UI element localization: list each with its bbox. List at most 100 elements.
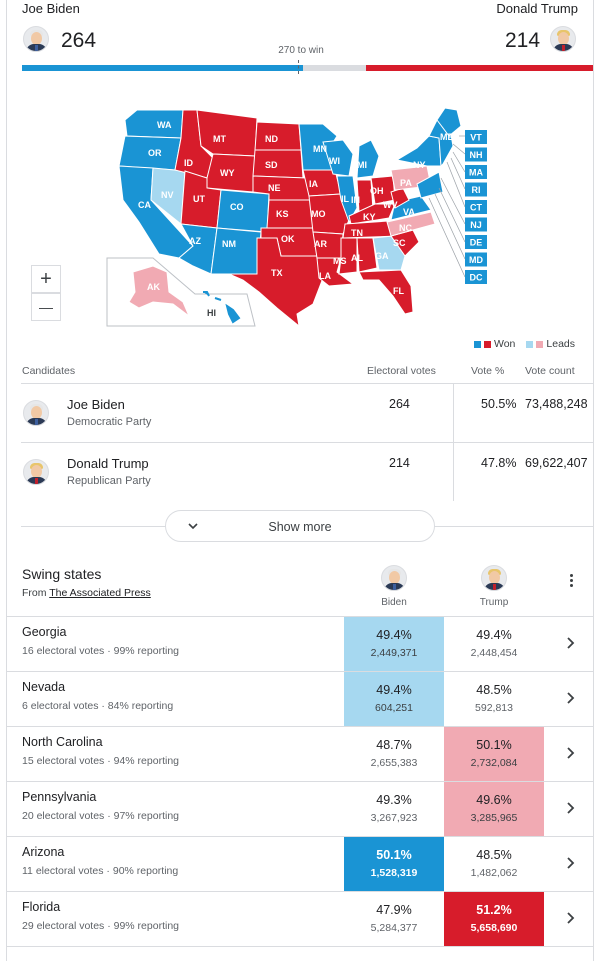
won-red-swatch bbox=[483, 340, 491, 348]
chevron-right-icon[interactable] bbox=[563, 800, 577, 816]
callout-label: MA bbox=[469, 168, 483, 178]
candidate-vote-count: 73,488,248 bbox=[525, 397, 588, 411]
trump-row-avatar bbox=[23, 459, 49, 485]
svg-text:MN: MN bbox=[313, 144, 327, 154]
chevron-right-icon[interactable] bbox=[563, 745, 577, 761]
svg-text:ND: ND bbox=[265, 134, 278, 144]
trump-cell: 49.4% 2,448,454 bbox=[444, 617, 544, 671]
show-more-label: Show more bbox=[268, 520, 332, 534]
callout-label: CT bbox=[470, 203, 482, 213]
swing-state-row[interactable]: Arizona 11 electoral votes · 90% reportin… bbox=[7, 836, 593, 891]
trump-electoral-total: 214 bbox=[505, 29, 541, 52]
state-details: 16 electoral votes · 99% reporting bbox=[22, 645, 180, 657]
source-link[interactable]: The Associated Press bbox=[49, 587, 151, 599]
callout-label: VT bbox=[470, 133, 482, 143]
legend-won: Won bbox=[493, 338, 516, 350]
callout-nj[interactable] bbox=[465, 217, 487, 232]
vote-percent: 50.1% bbox=[476, 738, 512, 752]
state-wi bbox=[322, 139, 354, 177]
svg-text:MS: MS bbox=[333, 256, 347, 266]
biden-row-avatar bbox=[23, 400, 49, 426]
svg-text:VA: VA bbox=[403, 207, 415, 217]
callout-label: DC bbox=[470, 273, 483, 283]
swing-state-row[interactable]: North Carolina 15 electoral votes · 94% r… bbox=[7, 726, 593, 781]
vote-count: 2,448,454 bbox=[470, 647, 518, 659]
chevron-right-icon[interactable] bbox=[563, 635, 577, 651]
divider bbox=[21, 442, 593, 443]
state-ky bbox=[348, 203, 396, 225]
callout-dc[interactable] bbox=[465, 270, 487, 284]
state-ks bbox=[266, 199, 314, 229]
vote-count: 3,285,965 bbox=[470, 812, 518, 824]
svg-text:TX: TX bbox=[271, 268, 283, 278]
swing-state-row[interactable]: Georgia 16 electoral votes · 99% reportin… bbox=[7, 616, 593, 671]
callout-ma[interactable] bbox=[465, 165, 487, 179]
more-options-icon[interactable] bbox=[570, 574, 576, 589]
vote-percent: 49.4% bbox=[376, 628, 412, 642]
svg-text:ME: ME bbox=[440, 132, 454, 142]
callout-md[interactable] bbox=[465, 252, 487, 267]
state-nd bbox=[254, 121, 302, 151]
col-candidates: Candidates bbox=[22, 365, 76, 377]
swing-state-row[interactable]: Pennsylvania 20 electoral votes · 97% rep… bbox=[7, 781, 593, 836]
callout-de[interactable] bbox=[465, 235, 487, 249]
zoom-in-button[interactable]: + bbox=[31, 265, 61, 293]
state-wa bbox=[124, 109, 184, 139]
callout-label: RI bbox=[472, 185, 481, 195]
svg-text:WA: WA bbox=[157, 120, 172, 130]
state-nc bbox=[386, 211, 436, 237]
vote-percent: 48.7% bbox=[376, 738, 412, 752]
vote-count: 1,482,062 bbox=[470, 867, 518, 879]
state-details: 6 electoral votes · 84% reporting bbox=[22, 700, 174, 712]
biden-cell: 49.4% 604,251 bbox=[344, 672, 444, 726]
vote-percent: 48.5% bbox=[476, 848, 512, 862]
vote-percent: 48.5% bbox=[476, 683, 512, 697]
chevron-right-icon[interactable] bbox=[563, 910, 577, 926]
election-results-card: Joe Biden Donald Trump 264 214 270 to wi… bbox=[6, 0, 594, 961]
swing-state-row[interactable]: Florida 29 electoral votes · 99% reportin… bbox=[7, 891, 593, 946]
svg-text:OR: OR bbox=[148, 148, 162, 158]
electoral-map[interactable]: WA OR CA NV ID MT WY UT AZ CO NM ND SD NE KS OK TX M… bbox=[7, 96, 593, 336]
svg-text:PA: PA bbox=[400, 178, 412, 188]
state-name: Florida bbox=[22, 900, 61, 914]
svg-text:FL: FL bbox=[393, 286, 404, 296]
callout-ct[interactable] bbox=[465, 200, 487, 214]
callout-ri[interactable] bbox=[465, 182, 487, 197]
svg-text:WI: WI bbox=[329, 156, 340, 166]
zoom-out-button[interactable]: — bbox=[31, 293, 61, 321]
undecided-bar bbox=[303, 65, 366, 71]
vote-count: 3,267,923 bbox=[370, 812, 418, 824]
state-ak bbox=[128, 265, 191, 318]
col-vote-count: Vote count bbox=[525, 365, 575, 377]
callout-label: NJ bbox=[470, 220, 482, 230]
state-name: Arizona bbox=[22, 845, 65, 859]
svg-text:NC: NC bbox=[399, 223, 412, 233]
vote-count: 604,251 bbox=[375, 702, 413, 714]
callout-nh[interactable] bbox=[465, 147, 487, 162]
svg-text:KS: KS bbox=[276, 209, 289, 219]
callout-vt[interactable] bbox=[465, 130, 487, 144]
state-tx bbox=[228, 237, 324, 328]
state-mi bbox=[356, 139, 380, 179]
svg-text:WY: WY bbox=[220, 168, 235, 178]
svg-text:AK: AK bbox=[147, 282, 160, 292]
chevron-right-icon[interactable] bbox=[563, 855, 577, 871]
svg-text:AR: AR bbox=[314, 239, 327, 249]
swing-state-row[interactable]: Nevada 6 electoral votes · 84% reporting 4… bbox=[7, 671, 593, 726]
svg-text:SD: SD bbox=[265, 160, 278, 170]
source-prefix: From bbox=[22, 587, 47, 599]
vote-count: 1,528,319 bbox=[370, 867, 418, 879]
chevron-right-icon[interactable] bbox=[563, 690, 577, 706]
svg-text:IN: IN bbox=[351, 195, 360, 205]
candidate-party: Republican Party bbox=[67, 475, 151, 487]
vote-count: 5,658,690 bbox=[470, 922, 518, 934]
trump-column-label: Trump bbox=[479, 597, 509, 608]
svg-text:ID: ID bbox=[184, 158, 194, 168]
svg-text:OK: OK bbox=[281, 234, 295, 244]
vote-count: 592,813 bbox=[475, 702, 513, 714]
svg-text:TN: TN bbox=[351, 228, 363, 238]
show-more-button[interactable]: Show more bbox=[165, 510, 435, 542]
candidate-electoral: 264 bbox=[389, 397, 410, 411]
biden-column-avatar bbox=[381, 565, 407, 591]
svg-text:HI: HI bbox=[207, 308, 216, 318]
